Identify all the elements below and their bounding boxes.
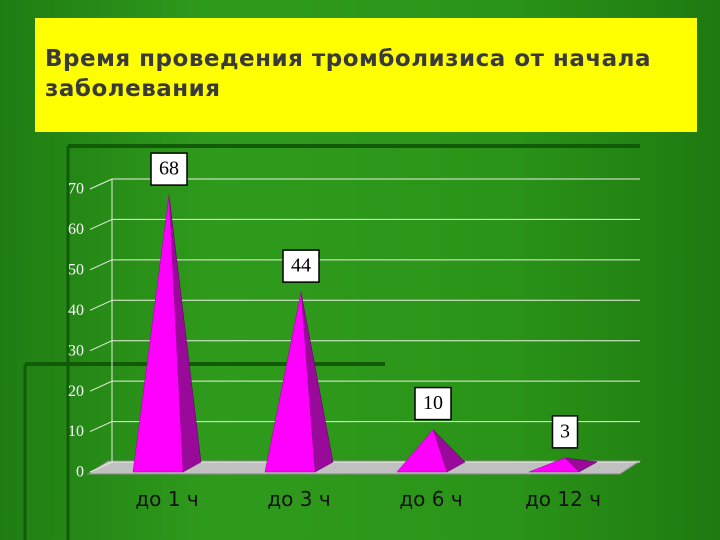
value-label-box — [150, 152, 188, 186]
y-tick-label: 50 — [68, 262, 84, 279]
y-tick-label: 30 — [68, 342, 84, 359]
value-label: 68 — [159, 158, 179, 180]
value-label: 10 — [423, 392, 443, 414]
y-tick-label: 0 — [76, 464, 84, 481]
tick-mark — [89, 421, 113, 433]
y-tick-label: 20 — [68, 383, 84, 400]
pyramid-front — [396, 429, 448, 473]
y-tick-label: 70 — [68, 181, 84, 198]
value-label-box — [551, 415, 579, 449]
pyramid-front — [132, 195, 184, 473]
x-tick-label: до 6 ч — [399, 487, 462, 511]
pyramid-front — [528, 457, 580, 473]
pyramid-front — [264, 292, 316, 473]
tick-mark — [89, 218, 113, 230]
y-tick-label: 60 — [68, 221, 84, 238]
value-label: 44 — [291, 255, 311, 277]
x-tick-label: до 1 ч — [135, 487, 198, 511]
pyramid — [264, 292, 334, 473]
value-label-box — [282, 249, 320, 283]
pyramid — [528, 457, 598, 473]
tick-mark — [89, 461, 113, 473]
x-tick-label: до 12 ч — [525, 487, 601, 511]
pyramid — [132, 195, 202, 473]
title: Время проведения тромболизиса от начала … — [35, 18, 697, 132]
tick-mark — [89, 380, 113, 392]
tick-mark — [89, 340, 113, 352]
pyramid — [396, 429, 466, 473]
value-label: 3 — [560, 420, 570, 442]
x-tick-label: до 3 ч — [267, 487, 330, 511]
value-label-box — [414, 386, 452, 421]
tick-mark — [89, 299, 113, 311]
tick-mark — [89, 178, 113, 190]
y-tick-label: 40 — [68, 302, 84, 319]
tick-mark — [89, 259, 113, 271]
y-tick-label: 10 — [68, 423, 84, 440]
